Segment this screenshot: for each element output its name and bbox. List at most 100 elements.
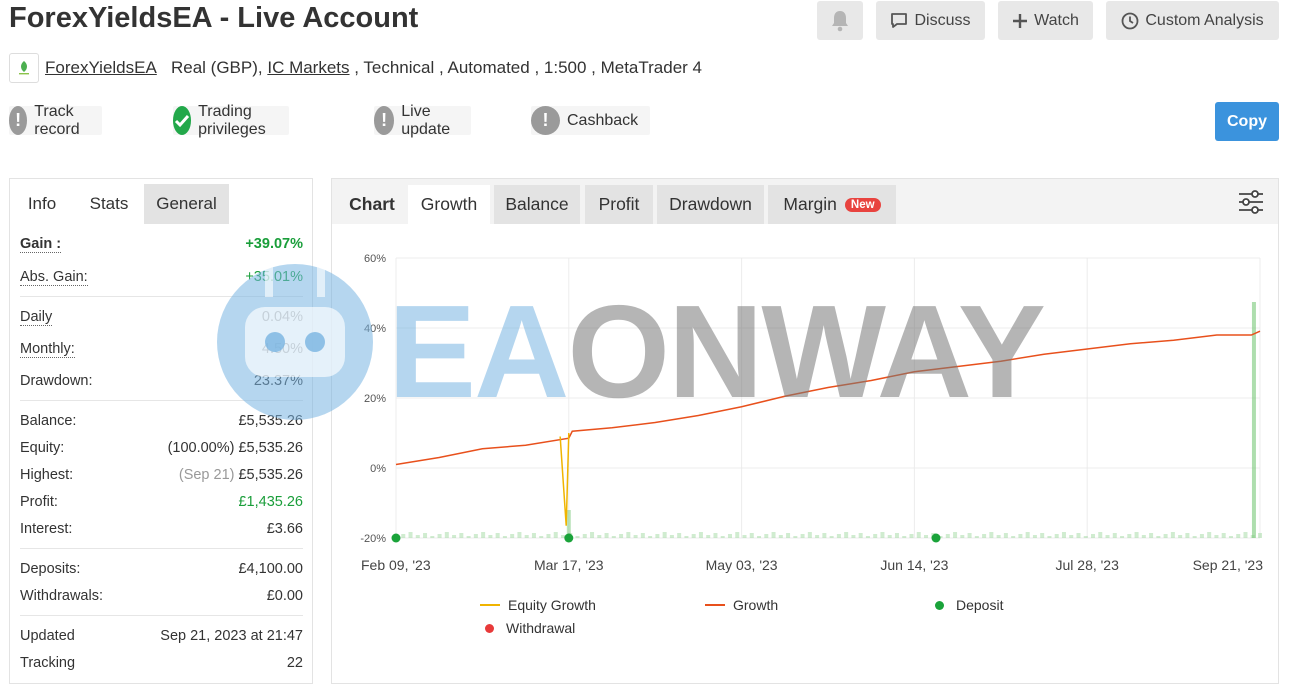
stats-panel: Info Stats General Gain : +39.07% Abs. G… <box>9 178 313 684</box>
stat-deposits: Deposits: £4,100.00 <box>20 556 303 582</box>
check-icon <box>173 106 192 135</box>
activity-bar <box>945 534 950 538</box>
watch-label: Watch <box>1034 11 1079 29</box>
account-type: Real (GBP), <box>170 58 268 77</box>
activity-bar <box>604 533 609 538</box>
activity-bar <box>1025 532 1030 538</box>
activity-bar <box>960 535 965 538</box>
activity-bar <box>423 533 428 538</box>
stat-value: £5,535.26 <box>238 467 303 483</box>
activity-bar <box>1003 533 1008 538</box>
deposit-marker <box>391 533 401 543</box>
plus-icon <box>1013 13 1028 28</box>
copy-button[interactable]: Copy <box>1215 102 1279 141</box>
broker-link[interactable]: IC Markets <box>267 58 350 77</box>
activity-bar <box>444 532 449 538</box>
custom-analysis-button[interactable]: Custom Analysis <box>1106 1 1279 40</box>
badge-label: Trading privileges <box>198 102 266 138</box>
x-tick-label: Sep 21, '23 <box>1193 557 1264 573</box>
stat-label: Updated <box>20 628 75 644</box>
activity-bar <box>684 536 689 538</box>
activity-bar <box>851 535 856 538</box>
legend-deposit[interactable]: Deposit <box>935 597 1003 613</box>
y-tick-label: -20% <box>360 533 386 545</box>
activity-bar <box>749 533 754 538</box>
stat-withdrawals: Withdrawals: £0.00 <box>20 583 303 609</box>
tab-drawdown[interactable]: Drawdown <box>657 185 764 224</box>
tab-profit[interactable]: Profit <box>585 185 653 224</box>
activity-bar <box>698 532 703 538</box>
stat-label: Equity: <box>20 440 65 456</box>
activity-bar <box>953 532 958 538</box>
chart-settings-button[interactable] <box>1238 189 1264 220</box>
stat-value: 23.37% <box>253 373 303 389</box>
x-tick-label: May 03, '23 <box>706 557 778 573</box>
activity-bar <box>902 536 907 538</box>
watch-button[interactable]: Watch <box>998 1 1093 40</box>
activity-bar <box>720 536 725 538</box>
page-title: ForexYieldsEA - Live Account <box>9 2 419 34</box>
badge-label: Track record <box>34 102 80 138</box>
activity-bar <box>1149 533 1154 538</box>
stat-daily: Daily 0.04% <box>20 304 303 330</box>
badge-track-record[interactable]: ! Track record <box>9 103 103 138</box>
activity-bar <box>807 532 812 538</box>
activity-bar <box>793 536 798 538</box>
activity-bar <box>466 536 471 538</box>
tab-growth[interactable]: Growth <box>408 185 490 224</box>
activity-bar <box>582 534 587 538</box>
legend-withdrawal[interactable]: Withdrawal <box>485 620 575 636</box>
badge-cashback[interactable]: ! Cashback <box>531 106 651 135</box>
activity-bar <box>1134 532 1139 538</box>
activity-bar <box>1112 533 1117 538</box>
stat-label[interactable]: Monthly: <box>20 340 75 358</box>
tab-info[interactable]: Info <box>10 184 74 224</box>
tab-balance[interactable]: Balance <box>494 185 580 224</box>
deposit-bar <box>566 510 571 538</box>
tab-general[interactable]: General <box>144 184 229 224</box>
activity-bar <box>415 535 420 538</box>
account-details: , Technical , Automated , 1:500 , MetaTr… <box>349 58 703 77</box>
tab-stats[interactable]: Stats <box>74 184 144 224</box>
activity-bar <box>778 535 783 538</box>
activity-bar <box>1105 535 1110 538</box>
legend-equity-growth[interactable]: Equity Growth <box>480 597 596 613</box>
activity-bar <box>800 534 805 538</box>
stat-drawdown: Drawdown: 23.37% <box>20 368 303 394</box>
activity-bar <box>1091 534 1096 538</box>
stat-label: Profit: <box>20 494 58 510</box>
ea-name-link[interactable]: ForexYieldsEA <box>45 58 157 77</box>
stat-updated: Updated Sep 21, 2023 at 21:47 <box>20 623 303 649</box>
tab-margin-label: Margin <box>783 194 837 214</box>
stat-label[interactable]: Gain : <box>20 235 62 253</box>
stat-label[interactable]: Abs. Gain: <box>20 268 88 286</box>
activity-bar <box>452 535 457 538</box>
legend-label: Deposit <box>956 597 1004 613</box>
x-tick-label: Feb 09, '23 <box>361 557 431 573</box>
activity-bar <box>1221 533 1226 538</box>
notification-button[interactable] <box>817 1 863 40</box>
stats-list: Gain : +39.07% Abs. Gain: +35.01% Daily … <box>20 231 303 676</box>
legend-growth[interactable]: Growth <box>705 597 778 613</box>
stat-label: Interest: <box>20 521 73 537</box>
activity-bar <box>1192 536 1197 538</box>
stat-date: (Sep 21) <box>178 467 235 483</box>
activity-bar <box>1163 534 1168 538</box>
activity-bar <box>481 532 486 538</box>
activity-bar <box>488 535 493 538</box>
badge-trading-privileges[interactable]: Trading privileges <box>173 103 289 138</box>
badge-live-update[interactable]: ! Live update <box>374 103 471 138</box>
stat-value: £0.00 <box>266 588 303 604</box>
activity-bar <box>924 535 929 538</box>
stat-value: +39.07% <box>245 236 303 252</box>
stat-label[interactable]: Daily <box>20 308 53 326</box>
chat-icon <box>891 13 908 28</box>
discuss-button[interactable]: Discuss <box>876 1 985 40</box>
tab-margin[interactable]: Margin New <box>768 185 896 224</box>
tab-chart: Chart <box>349 194 395 214</box>
activity-bar <box>829 536 834 538</box>
activity-bar <box>938 536 943 538</box>
activity-bar <box>1098 532 1103 538</box>
activity-bar <box>1040 533 1045 538</box>
stat-profit: Profit: £1,435.26 <box>20 489 303 515</box>
